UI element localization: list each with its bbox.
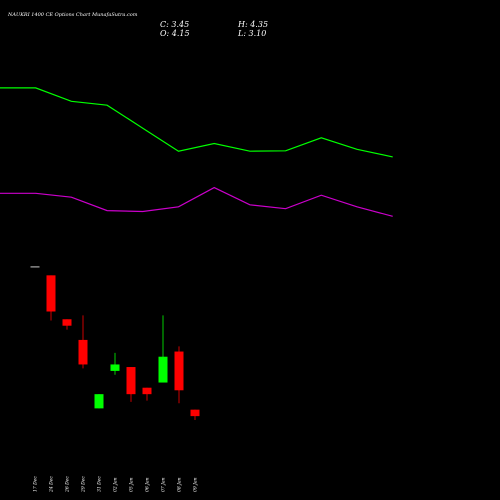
candle [62, 319, 72, 330]
indicator-line-1 [0, 87, 393, 158]
x-axis-ticks: 17 Dec 24 Dec 26 Dec 29 Dec 31 Dec 02 Jan 05 J… [33, 476, 199, 493]
candle [158, 315, 168, 383]
indicator-lines [0, 87, 393, 217]
candle-body [158, 356, 168, 383]
candle [46, 275, 56, 321]
low-value: L: 3.10 [237, 29, 266, 38]
x-tick-label: 26 Dec [65, 476, 71, 493]
x-tick-label: 24 Dec [49, 476, 55, 493]
candle-body [142, 387, 152, 395]
high-value: H: 4.35 [237, 20, 268, 29]
candle-body [190, 409, 200, 417]
chart-title: NAUKRI 1400 CE Options Chart MunafaSutra… [7, 12, 138, 18]
candle [190, 409, 200, 420]
candle-body [174, 351, 184, 391]
candle [78, 315, 88, 369]
x-tick-label: 06 Jan [145, 477, 151, 492]
x-tick-label: 07 Jan [161, 477, 167, 492]
candle-body [94, 394, 104, 409]
candle [110, 352, 120, 375]
candle-body [78, 339, 88, 365]
candle [142, 387, 152, 401]
indicator-line-2 [0, 186, 393, 217]
candle [30, 266, 40, 268]
open-value: O: 4.15 [160, 29, 190, 38]
candlesticks [30, 266, 200, 420]
candle-body [30, 266, 40, 268]
candle-body [62, 319, 72, 326]
candle-body [126, 367, 136, 395]
candle-body [110, 364, 120, 371]
x-tick-label: 02 Jan [113, 477, 119, 492]
candle-body [46, 275, 56, 312]
x-tick-label: 17 Dec [33, 476, 39, 492]
candle [126, 367, 136, 402]
x-tick-label: 31 Dec [97, 476, 103, 492]
x-tick-label: 08 Jan [177, 477, 183, 492]
x-tick-label: 29 Dec [81, 476, 87, 493]
x-tick-label: 09 Jan [193, 477, 199, 492]
candle [94, 394, 104, 409]
candle [174, 346, 184, 404]
x-tick-label: 05 Jan [129, 477, 135, 492]
close-value: C: 3.45 [160, 20, 189, 29]
